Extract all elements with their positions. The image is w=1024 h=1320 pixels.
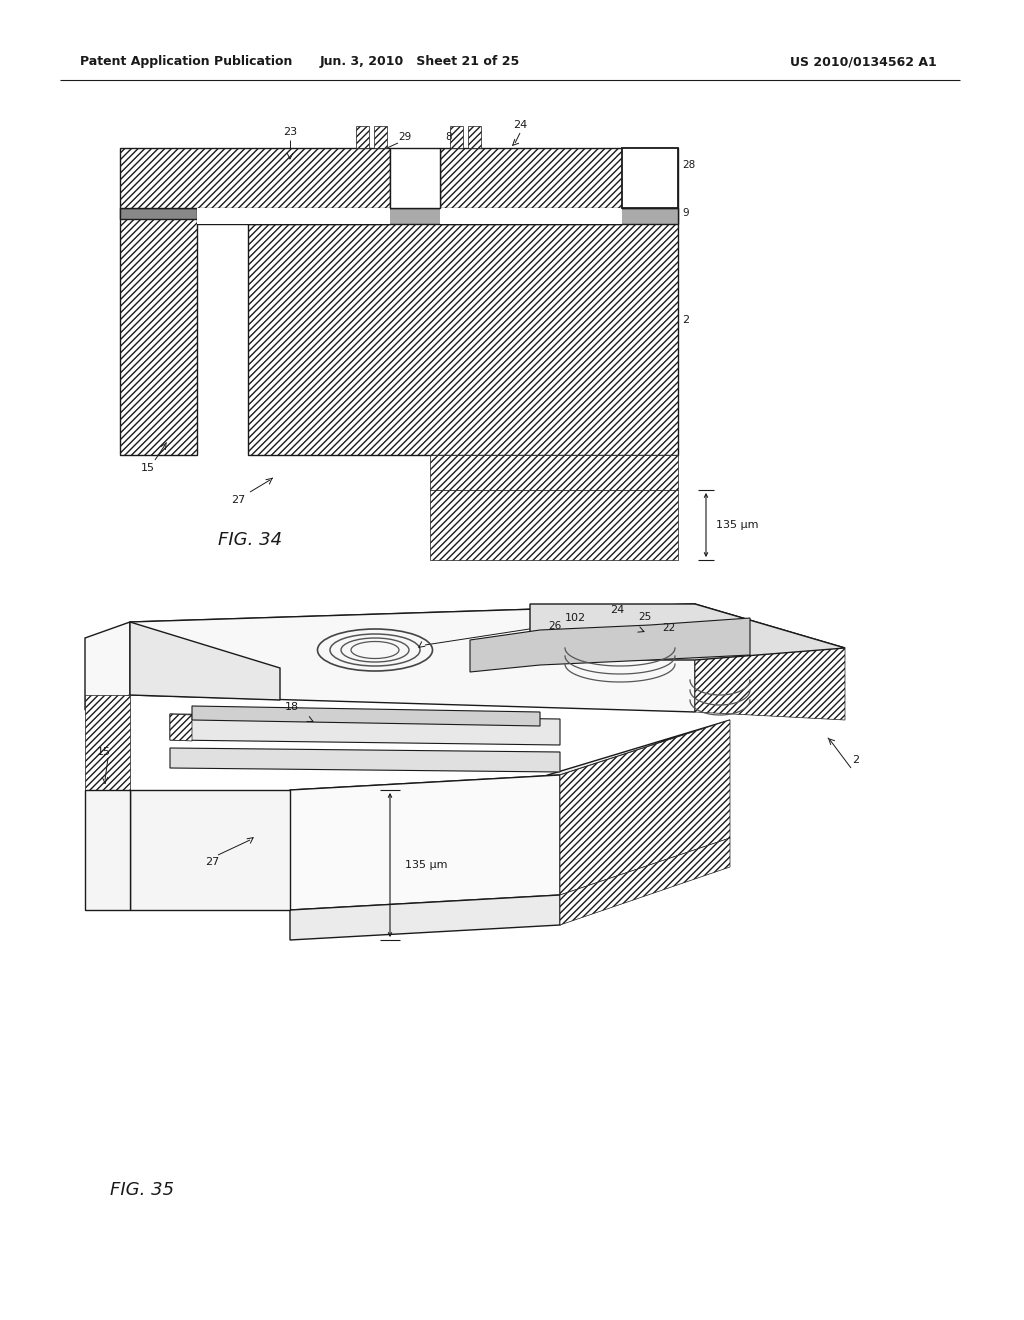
Polygon shape [430,490,678,560]
Polygon shape [468,125,481,148]
Text: 28: 28 [682,160,695,170]
Text: 15: 15 [97,747,111,756]
Text: 25: 25 [638,612,651,622]
Text: 8: 8 [445,132,452,143]
Polygon shape [248,209,678,455]
Text: Patent Application Publication: Patent Application Publication [80,55,293,69]
Polygon shape [120,209,197,219]
Text: 27: 27 [205,857,219,867]
Polygon shape [390,148,440,209]
Polygon shape [290,719,730,807]
Polygon shape [440,148,678,209]
Polygon shape [560,838,730,925]
Text: 24: 24 [610,605,625,615]
Text: 29: 29 [398,132,412,143]
Polygon shape [356,125,369,148]
Text: 2: 2 [852,755,859,766]
Text: Jun. 3, 2010   Sheet 21 of 25: Jun. 3, 2010 Sheet 21 of 25 [319,55,520,69]
Polygon shape [85,789,130,909]
Text: 9: 9 [682,209,688,218]
Polygon shape [290,895,560,940]
Polygon shape [130,789,290,909]
Polygon shape [130,605,845,668]
Text: FIG. 34: FIG. 34 [218,531,283,549]
Text: 102: 102 [565,612,586,623]
Text: 135 μm: 135 μm [406,861,447,870]
Polygon shape [248,209,678,224]
Polygon shape [170,714,193,741]
Text: 26: 26 [548,620,561,631]
Polygon shape [622,148,678,209]
Text: 23: 23 [283,127,297,137]
Polygon shape [170,714,560,744]
Text: FIG. 35: FIG. 35 [110,1181,174,1199]
Polygon shape [695,605,845,719]
Polygon shape [130,622,280,700]
Polygon shape [130,605,695,711]
Polygon shape [440,209,622,224]
Polygon shape [450,125,463,148]
Polygon shape [197,209,390,224]
Polygon shape [85,622,130,710]
Polygon shape [120,209,197,455]
Text: US 2010/0134562 A1: US 2010/0134562 A1 [790,55,937,69]
Polygon shape [193,706,540,726]
Text: 18: 18 [285,702,299,711]
Polygon shape [530,605,845,660]
Polygon shape [374,125,387,148]
Polygon shape [560,719,730,895]
Text: 27: 27 [230,495,245,506]
Text: 135 μm: 135 μm [716,520,759,531]
Text: 24: 24 [513,120,527,129]
Text: 22: 22 [662,623,675,634]
Polygon shape [470,618,750,672]
Polygon shape [85,696,130,789]
Polygon shape [120,148,390,209]
Polygon shape [290,775,560,909]
Polygon shape [430,455,678,490]
Polygon shape [170,748,560,772]
Text: 15: 15 [141,463,155,473]
Text: 2: 2 [682,315,689,325]
